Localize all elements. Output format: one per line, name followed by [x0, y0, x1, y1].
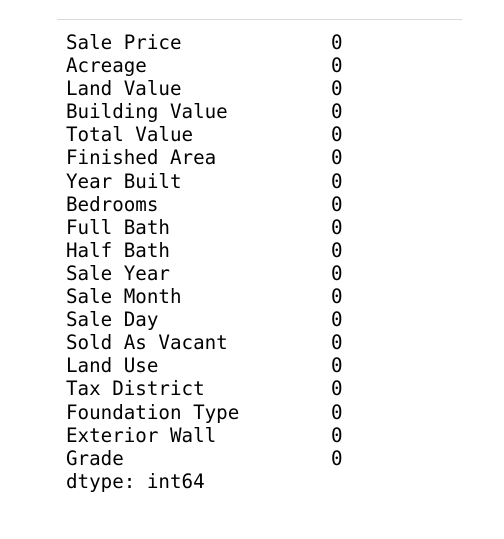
column-name: Building Value: [66, 100, 228, 124]
null-count: 0: [331, 146, 343, 170]
column-name: Sold As Vacant: [66, 331, 228, 355]
cell-output: Sale Price 0 Acreage 0 Land Value 0 Buil…: [66, 31, 466, 493]
series-row: Bedrooms 0: [66, 193, 466, 216]
null-count: 0: [331, 285, 343, 309]
column-name: Bedrooms: [66, 192, 159, 216]
null-count: 0: [331, 31, 343, 54]
series-row: Land Use 0: [66, 354, 466, 377]
series-row: Foundation Type 0: [66, 401, 466, 424]
column-name: Land Use: [66, 354, 159, 378]
column-name: Finished Area: [66, 146, 217, 170]
null-count: 0: [331, 400, 343, 424]
null-count: 0: [331, 261, 343, 285]
series-row: Exterior Wall 0: [66, 424, 466, 447]
column-name: Foundation Type: [66, 400, 240, 424]
column-name: Sale Month: [66, 285, 182, 309]
series-row: Half Bath 0: [66, 239, 466, 262]
column-name: Acreage: [66, 54, 147, 78]
dtype-line: dtype: int64: [66, 469, 205, 493]
column-name: Sale Year: [66, 261, 170, 285]
column-name: Full Bath: [66, 215, 170, 239]
null-count: 0: [331, 308, 343, 332]
null-count: 0: [331, 192, 343, 216]
series-row: Year Built 0: [66, 170, 466, 193]
null-count: 0: [331, 423, 343, 447]
series-row: Tax District 0: [66, 377, 466, 400]
series-row: Sale Year 0: [66, 262, 466, 285]
series-row: Sale Day 0: [66, 308, 466, 331]
column-name: Total Value: [66, 123, 194, 147]
column-name: Sale Price: [66, 31, 182, 54]
null-count: 0: [331, 54, 343, 78]
column-name: Grade: [66, 446, 124, 470]
series-row: Total Value 0: [66, 123, 466, 146]
series-row: Land Value 0: [66, 77, 466, 100]
column-name: Half Bath: [66, 238, 170, 262]
cell-divider: [57, 19, 462, 20]
series-row: Full Bath 0: [66, 216, 466, 239]
null-count: 0: [331, 77, 343, 101]
null-count: 0: [331, 446, 343, 470]
null-count: 0: [331, 100, 343, 124]
null-count: 0: [331, 215, 343, 239]
null-count: 0: [331, 123, 343, 147]
series-row: Sale Month 0: [66, 285, 466, 308]
column-name: Year Built: [66, 169, 182, 193]
series-row: Building Value 0: [66, 100, 466, 123]
null-count: 0: [331, 377, 343, 401]
column-name: Exterior Wall: [66, 423, 217, 447]
series-row: Grade 0: [66, 447, 466, 470]
column-name: Land Value: [66, 77, 182, 101]
null-count: 0: [331, 238, 343, 262]
series-row: Acreage 0: [66, 54, 466, 77]
series-row: Sold As Vacant 0: [66, 331, 466, 354]
null-count: 0: [331, 331, 343, 355]
series-row: Sale Price 0: [66, 31, 466, 54]
column-name: Tax District: [66, 377, 205, 401]
null-count: 0: [331, 169, 343, 193]
column-name: Sale Day: [66, 308, 159, 332]
null-count: 0: [331, 354, 343, 378]
series-row: Finished Area 0: [66, 146, 466, 169]
